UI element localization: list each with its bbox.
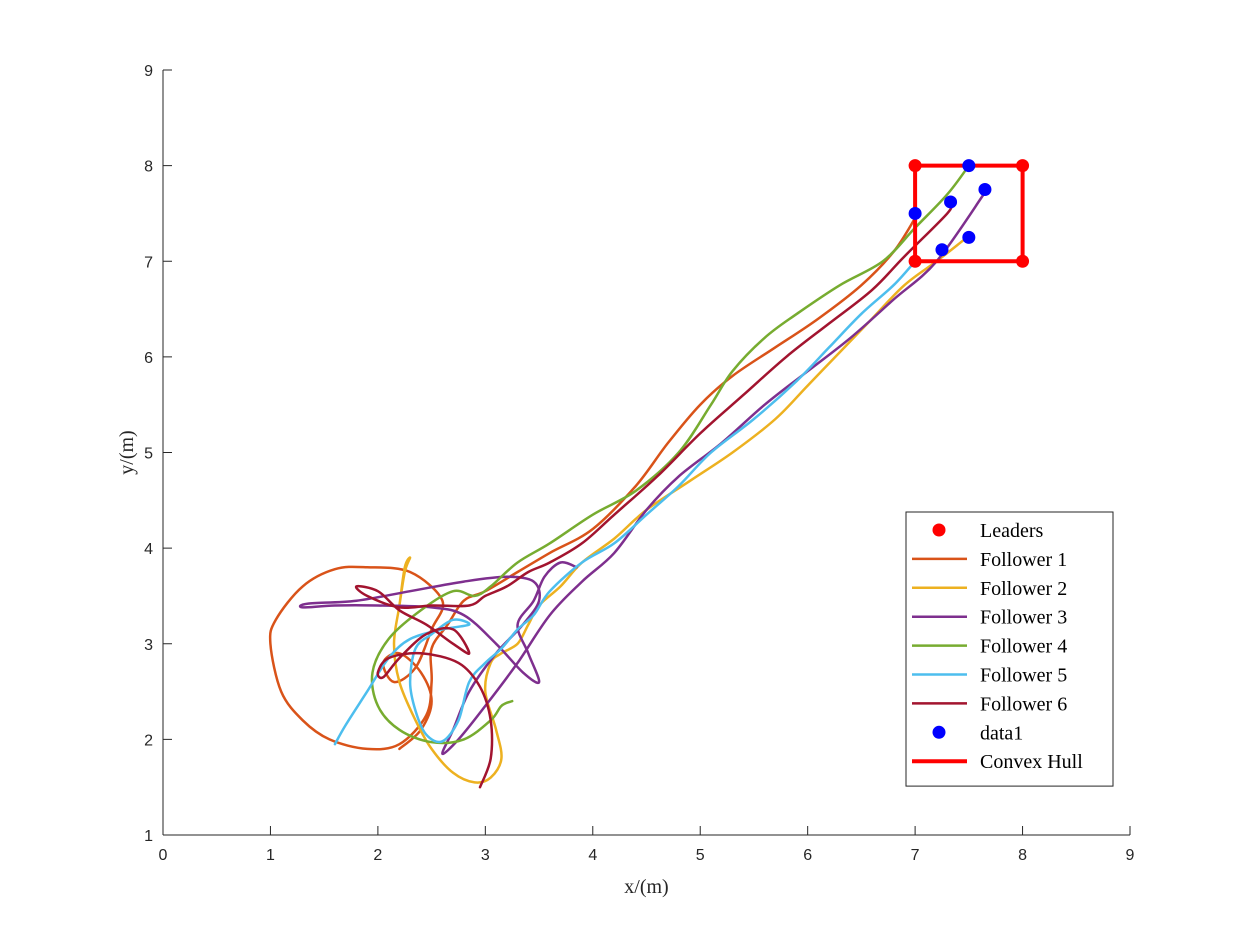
leader-point bbox=[1016, 254, 1030, 268]
data1-point bbox=[962, 230, 976, 244]
leader-point bbox=[908, 159, 922, 173]
x-tick-label: 2 bbox=[373, 847, 382, 864]
y-axis-label: y/(m) bbox=[116, 430, 138, 474]
legend-item-follower-3: Follower 3 bbox=[912, 607, 1067, 629]
x-tick-label: 9 bbox=[1126, 847, 1135, 864]
y-tick-label: 6 bbox=[144, 350, 153, 367]
legend-label: data1 bbox=[980, 722, 1023, 744]
leader-point bbox=[1016, 159, 1030, 173]
legend-item-follower-5: Follower 5 bbox=[912, 665, 1067, 687]
legend-label: Follower 1 bbox=[980, 549, 1067, 571]
y-tick-label: 5 bbox=[144, 446, 153, 463]
leader-point bbox=[908, 254, 922, 268]
x-tick-label: 4 bbox=[588, 847, 597, 864]
legend-item-follower-1: Follower 1 bbox=[912, 549, 1067, 571]
follower-3-trajectory bbox=[298, 191, 987, 756]
y-tick-label: 4 bbox=[144, 541, 153, 558]
data1-point bbox=[908, 206, 922, 220]
x-tick-label: 0 bbox=[159, 847, 168, 864]
legend-label: Leaders bbox=[980, 520, 1044, 542]
x-tick-label: 8 bbox=[1018, 847, 1027, 864]
follower-4-trajectory bbox=[370, 164, 971, 745]
legend-label: Follower 5 bbox=[980, 665, 1067, 687]
follower-6-trajectory bbox=[354, 202, 953, 789]
data1-point bbox=[962, 159, 976, 173]
data1-point bbox=[944, 195, 958, 209]
y-tick-label: 3 bbox=[144, 637, 153, 654]
y-tick-label: 1 bbox=[144, 828, 153, 845]
x-tick-label: 6 bbox=[803, 847, 812, 864]
y-tick-label: 8 bbox=[144, 159, 153, 176]
legend-label: Follower 6 bbox=[980, 693, 1067, 715]
legend-marker bbox=[932, 725, 946, 739]
legend-item-follower-6: Follower 6 bbox=[912, 693, 1067, 715]
legend-marker bbox=[932, 523, 946, 537]
legend-label: Follower 3 bbox=[980, 607, 1067, 629]
x-tick-label: 7 bbox=[911, 847, 920, 864]
y-tick-label: 2 bbox=[144, 732, 153, 749]
legend-item-follower-4: Follower 4 bbox=[912, 636, 1067, 658]
data1-point bbox=[978, 183, 992, 197]
legend-label: Convex Hull bbox=[980, 751, 1083, 773]
legend-label: Follower 4 bbox=[980, 636, 1067, 658]
x-tick-label: 1 bbox=[266, 847, 275, 864]
y-tick-label: 7 bbox=[144, 254, 153, 271]
legend: Leaders Follower 1 Follower 2 Follower 3 Fol… bbox=[905, 511, 1114, 787]
x-tick-label: 3 bbox=[481, 847, 490, 864]
legend-label: Follower 2 bbox=[980, 578, 1067, 600]
legend-item-follower-2: Follower 2 bbox=[912, 578, 1067, 600]
x-axis-label: x/(m) bbox=[624, 876, 668, 898]
legend-item-data1: data1 bbox=[932, 722, 1023, 744]
legend-item-convex-hull: Convex Hull bbox=[912, 751, 1083, 773]
x-tick-label: 5 bbox=[696, 847, 705, 864]
legend-item-leaders: Leaders bbox=[932, 520, 1044, 542]
data1-point bbox=[935, 243, 949, 257]
plot-area bbox=[268, 159, 1030, 789]
y-tick-label: 9 bbox=[144, 63, 153, 80]
